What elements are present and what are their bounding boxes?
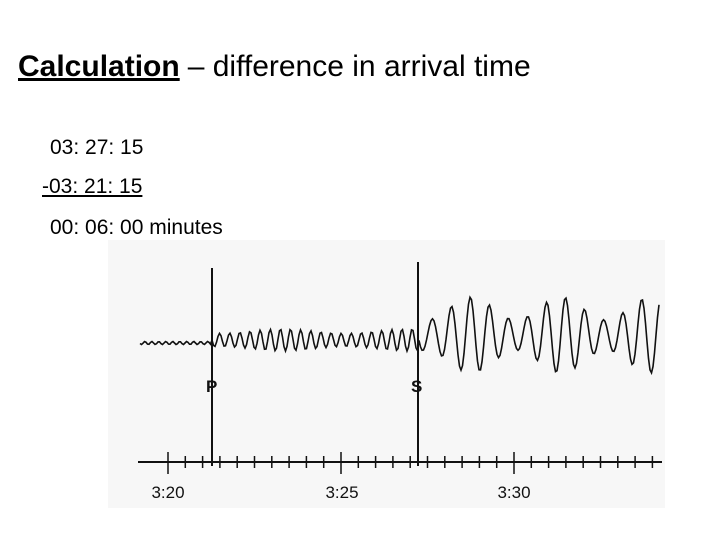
time-ticks [167, 452, 654, 474]
time-label: 3:20 [151, 483, 184, 502]
phase-label: S [411, 377, 422, 396]
seismic-trace [139, 295, 660, 376]
phase-label: P [206, 377, 217, 396]
slide-title: Calculation – difference in arrival time [18, 50, 531, 84]
calc-line: 00: 06: 00 minutes [50, 216, 223, 239]
seismogram-background [108, 240, 665, 508]
time-label: 3:30 [497, 483, 530, 502]
title-rest: – difference in arrival time [187, 50, 531, 83]
time-label: 3:25 [325, 483, 358, 502]
title-keyword: Calculation [18, 50, 180, 83]
calc-line: -03: 21: 15 [42, 175, 143, 198]
calc-line: 03: 27: 15 [50, 136, 144, 159]
